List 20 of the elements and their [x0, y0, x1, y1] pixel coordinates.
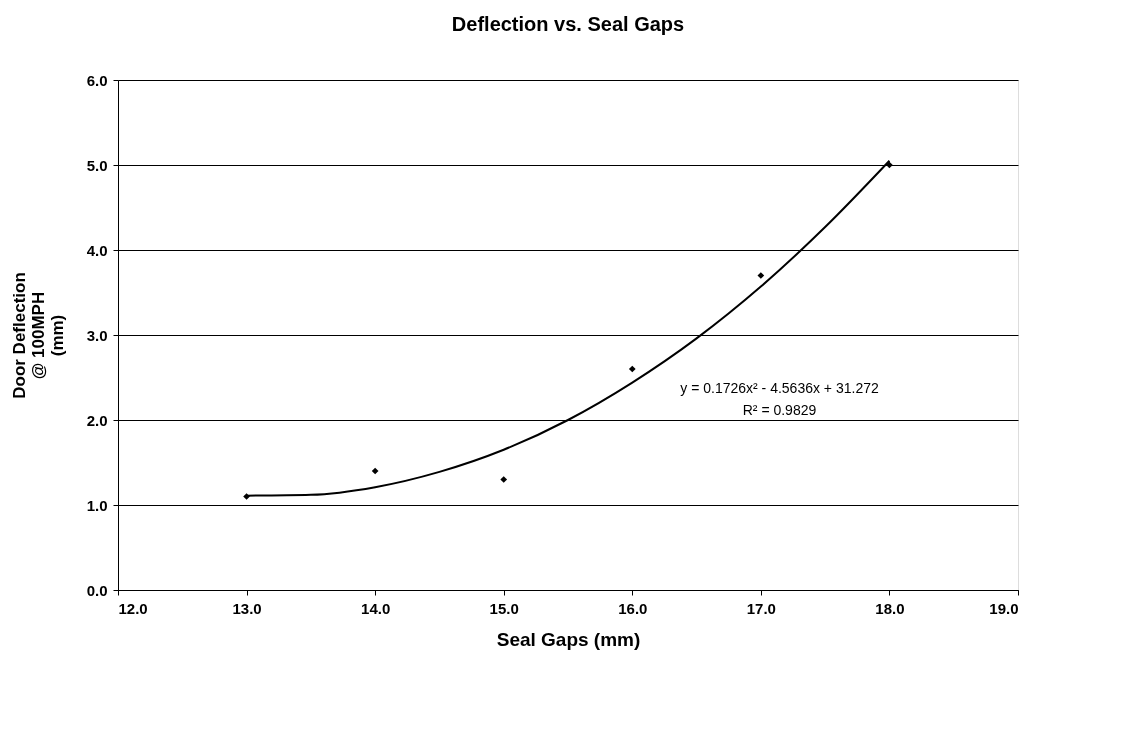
- x-axis-title: Seal Gaps (mm): [496, 628, 641, 650]
- y-tick-label: 5.0: [86, 156, 108, 174]
- y-tick-label: 0.0: [86, 581, 108, 599]
- annotation: R² = 0.9829: [742, 401, 817, 418]
- x-tick-label: 12.0: [118, 599, 148, 617]
- y-axis-title: Door Deflection @ 100MPH (mm): [9, 272, 67, 399]
- y-tick-label: 6.0: [86, 71, 108, 89]
- annotation: y = 0.1726x² - 4.5636x + 31.272: [680, 379, 879, 396]
- y-tick-label: 2.0: [86, 411, 108, 429]
- x-tick-label: 14.0: [361, 599, 391, 617]
- x-tick-label: 15.0: [489, 599, 519, 617]
- y-tick-label: 1.0: [86, 496, 108, 514]
- x-tick-label: 16.0: [618, 599, 648, 617]
- y-tick-label: 4.0: [86, 241, 108, 259]
- x-tick-label: 18.0: [875, 599, 905, 617]
- chart-title: Deflection vs. Seal Gaps: [451, 13, 685, 35]
- y-tick-label: 3.0: [86, 326, 108, 344]
- x-tick-label: 19.0: [989, 599, 1019, 617]
- x-tick-label: 13.0: [232, 599, 262, 617]
- x-tick-label: 17.0: [746, 599, 776, 617]
